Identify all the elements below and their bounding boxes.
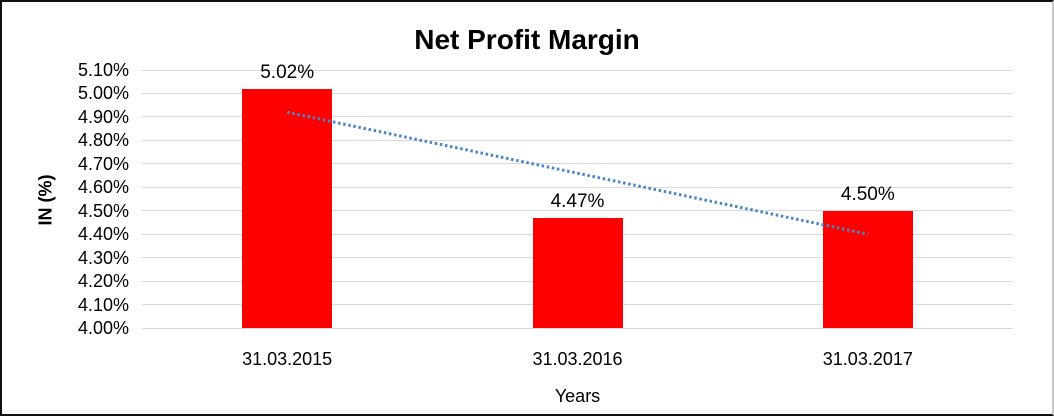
y-tick-label: 5.10% (77, 60, 129, 80)
y-tick-label: 4.40% (77, 224, 129, 245)
y-tick-label: 4.60% (77, 177, 129, 198)
y-tick-label: 4.90% (77, 106, 129, 127)
gridline (142, 327, 1013, 329)
y-tick-label: 4.20% (77, 271, 129, 292)
x-tick-label: 31.03.2016 (532, 349, 623, 369)
y-tick-label: 4.70% (77, 153, 129, 174)
y-tick-label: 5.00% (77, 83, 129, 104)
bar (242, 88, 333, 328)
x-tick-label: 31.03.2017 (822, 349, 913, 369)
y-tick-label: 4.30% (77, 247, 129, 268)
gridline (142, 69, 1013, 71)
gridline (142, 92, 1013, 94)
bar (532, 217, 623, 328)
bar-data-label: 4.47% (550, 190, 605, 212)
bar-data-label: 5.02% (260, 61, 315, 83)
bar (822, 210, 913, 328)
chart-title: Net Profit Margin (414, 24, 640, 55)
x-axis-title: Years (554, 386, 601, 406)
x-tick-label: 31.03.2015 (242, 349, 333, 369)
y-tick-label: 4.00% (77, 318, 129, 338)
y-tick-label: 4.80% (77, 130, 129, 151)
y-tick-label: 4.50% (77, 200, 129, 221)
bar-data-label: 4.50% (840, 183, 895, 205)
y-tick-label: 4.10% (77, 294, 129, 315)
